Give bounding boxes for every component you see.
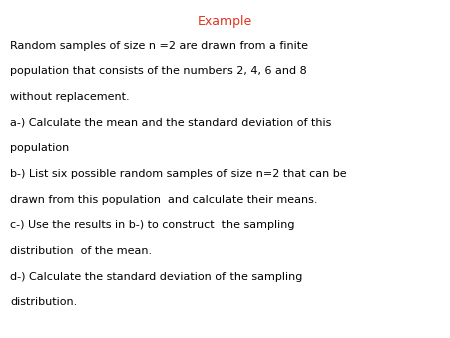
Text: a-) Calculate the mean and the standard deviation of this: a-) Calculate the mean and the standard … <box>10 118 331 128</box>
Text: b-) List six possible random samples of size n=2 that can be: b-) List six possible random samples of … <box>10 169 346 179</box>
Text: distribution.: distribution. <box>10 297 77 308</box>
Text: Random samples of size n =2 are drawn from a finite: Random samples of size n =2 are drawn fr… <box>10 41 308 51</box>
Text: d-) Calculate the standard deviation of the sampling: d-) Calculate the standard deviation of … <box>10 272 302 282</box>
Text: population: population <box>10 143 69 153</box>
Text: c-) Use the results in b-) to construct  the sampling: c-) Use the results in b-) to construct … <box>10 220 294 231</box>
Text: Example: Example <box>198 15 252 28</box>
Text: without replacement.: without replacement. <box>10 92 130 102</box>
Text: drawn from this population  and calculate their means.: drawn from this population and calculate… <box>10 195 317 205</box>
Text: population that consists of the numbers 2, 4, 6 and 8: population that consists of the numbers … <box>10 66 306 76</box>
Text: distribution  of the mean.: distribution of the mean. <box>10 246 152 256</box>
